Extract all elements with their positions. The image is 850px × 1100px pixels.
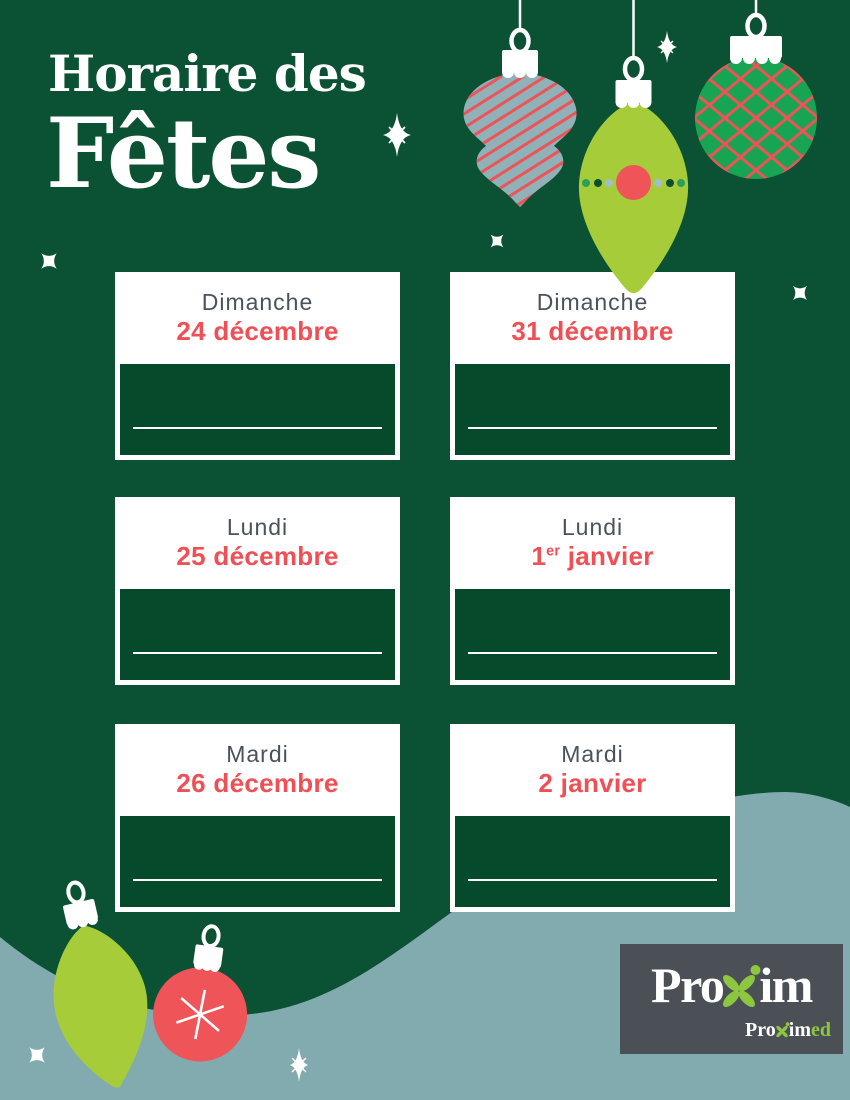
proxim-wordmark: Pro im [620,960,843,1010]
sub-pro: Pro [745,1019,776,1041]
card-hours-panel [455,816,730,907]
leaf-x-small-icon [776,1022,790,1038]
sparkle-x-icon [41,253,57,269]
card-date-label: 25 décembre [176,541,339,572]
leaf-ornament-icon [53,880,148,1088]
card-day-label: Mardi [561,740,624,767]
page-title-line2: Fêtes [46,97,321,210]
proximed-wordmark: Pro imed [745,1020,831,1040]
card-day-label: Dimanche [201,288,314,315]
card-day-label: Mardi [226,740,289,767]
drop-ornament-icon [578,0,689,293]
pharmacy-logo-box: Pro im Pro imed [620,944,843,1054]
schedule-card: Mardi 26 décembre [115,724,400,912]
plaid-ball-ornament-icon [695,0,817,179]
sparkle-x-icon [29,1047,45,1063]
card-hours-panel [120,364,395,455]
card-hours-panel [455,589,730,680]
sparkle-icon [657,31,677,63]
leaf-x-icon [723,965,761,1007]
card-hours-panel [120,589,395,680]
sparkle-x-icon [490,234,504,248]
card-date-label: 1er janvier [531,541,654,572]
wordmark-im: im [759,957,813,1013]
sparkle-x-icon [792,285,808,301]
sub-ed: ed [811,1019,831,1041]
card-date-label: 24 décembre [176,316,339,347]
card-header: Lundi 25 décembre [115,497,400,589]
hours-blank-line [133,879,382,881]
card-header: Mardi 2 janvier [450,724,735,816]
starburst-icon [290,1048,308,1082]
hours-blank-line [468,427,717,429]
card-hours-panel [455,364,730,455]
schedule-card: Dimanche 24 décembre [115,272,400,460]
sparkle-icon [383,113,411,157]
sub-im: im [788,1019,811,1041]
hours-blank-line [468,879,717,881]
hours-blank-line [468,652,717,654]
wordmark-pro: Pro [651,957,725,1013]
page-title-line1: Horaire des [48,44,367,103]
card-header: Dimanche 24 décembre [115,272,400,364]
card-hours-panel [120,816,395,907]
card-day-label: Lundi [561,513,624,540]
striped-ornament-icon [463,0,577,207]
card-header: Mardi 26 décembre [115,724,400,816]
hours-blank-line [133,652,382,654]
schedule-card: Mardi 2 janvier [450,724,735,912]
schedule-card: Lundi 25 décembre [115,497,400,685]
card-day-label: Dimanche [536,288,649,315]
card-date-label: 26 décembre [176,768,339,799]
card-header: Dimanche 31 décembre [450,272,735,364]
card-date-label: 2 janvier [538,768,647,799]
schedule-card: Dimanche 31 décembre [450,272,735,460]
card-header: Lundi 1er janvier [450,497,735,589]
schedule-card: Lundi 1er janvier [450,497,735,685]
card-day-label: Lundi [226,513,289,540]
card-date-label: 31 décembre [511,316,674,347]
hours-blank-line [133,427,382,429]
snowflake-ball-ornament-icon [153,924,248,1062]
